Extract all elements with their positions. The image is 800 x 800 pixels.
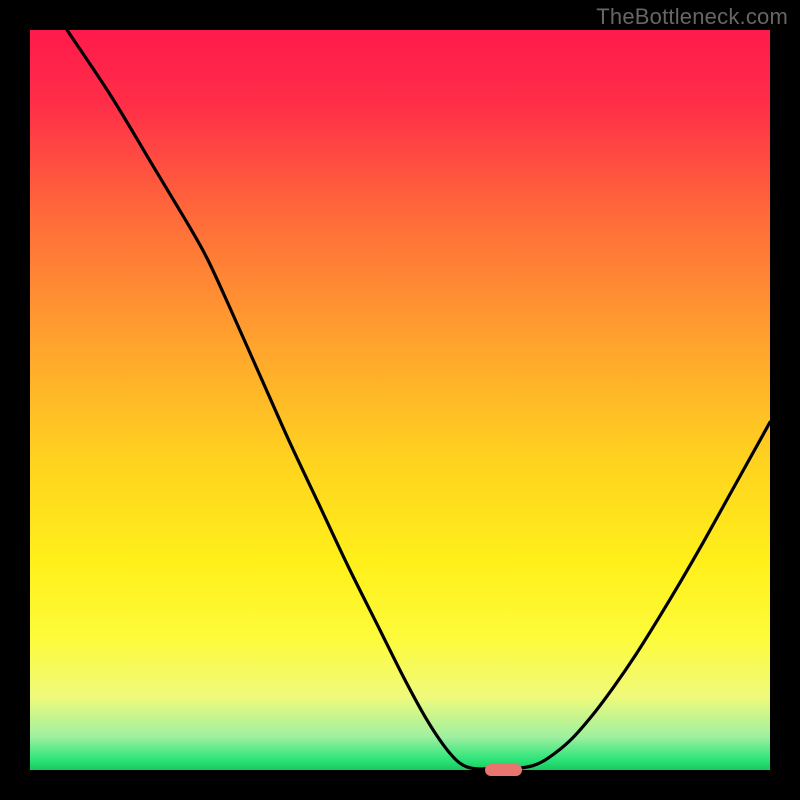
chart-frame: TheBottleneck.com	[0, 0, 800, 800]
curve-layer	[30, 30, 770, 770]
optimal-marker	[485, 764, 522, 776]
plot-area	[30, 30, 770, 770]
watermark-text: TheBottleneck.com	[596, 4, 788, 30]
bottleneck-curve	[67, 30, 770, 769]
